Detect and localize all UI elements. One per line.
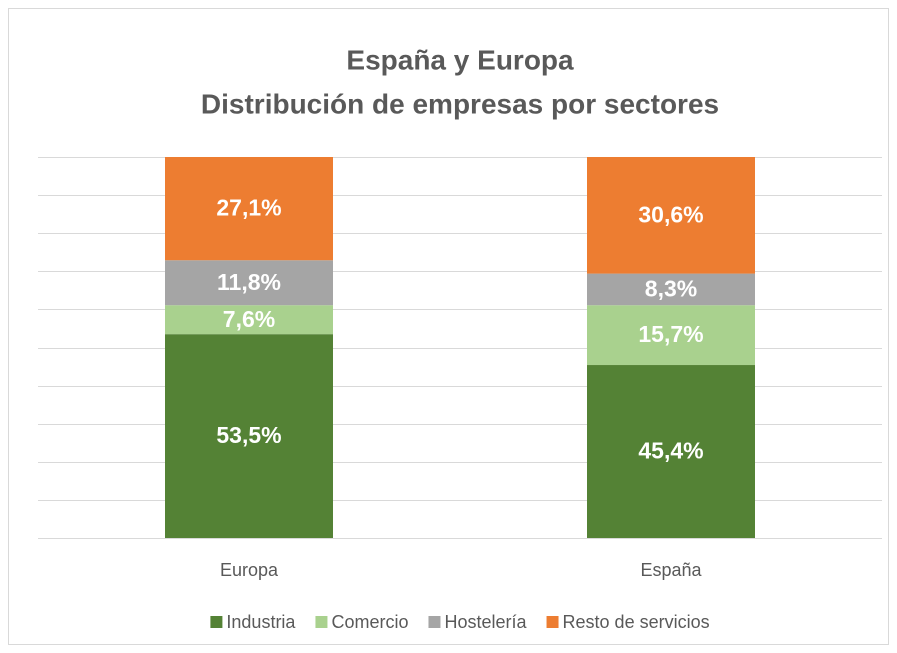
legend-swatch: [546, 616, 559, 628]
legend-label: Hostelería: [444, 612, 527, 632]
bar-segment: [165, 334, 333, 538]
x-tick-label: España: [640, 560, 702, 580]
value-label: 15,7%: [638, 321, 703, 347]
chart-title: España y Europa: [346, 44, 574, 75]
legend-swatch: [315, 616, 328, 628]
bar-segment: [587, 273, 755, 306]
value-label: 11,8%: [217, 269, 281, 295]
legend-swatch: [428, 616, 441, 628]
value-label: 8,3%: [645, 275, 697, 301]
bar-segment: [587, 305, 755, 366]
bar-segment: [587, 365, 755, 538]
legend-label: Industria: [226, 612, 296, 632]
x-tick-label: Europa: [220, 560, 279, 580]
legend-label: Comercio: [331, 612, 408, 632]
bar-segment: [165, 157, 333, 261]
value-label: 30,6%: [638, 201, 703, 227]
chart-subtitle: Distribución de empresas por sectores: [201, 88, 719, 119]
bar-segment: [165, 260, 333, 306]
legend-label: Resto de servicios: [563, 612, 710, 632]
value-label: 27,1%: [216, 195, 281, 221]
value-label: 7,6%: [223, 306, 275, 332]
bar-segment: [587, 157, 755, 274]
value-label: 45,4%: [638, 438, 703, 464]
legend-swatch: [210, 616, 223, 628]
bar-segment: [165, 305, 333, 335]
value-label: 53,5%: [216, 422, 281, 448]
